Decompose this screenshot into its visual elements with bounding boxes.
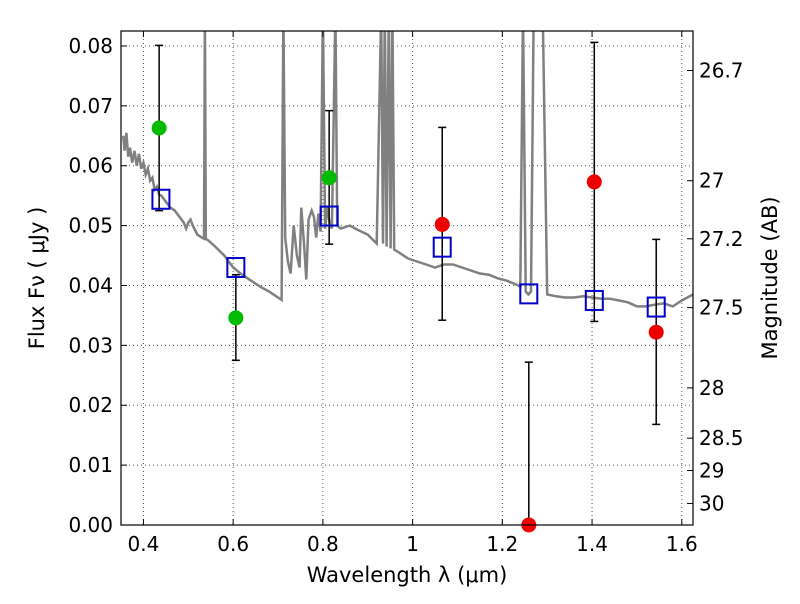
right-tick-label: 28.5	[699, 426, 744, 450]
model-band-square	[226, 257, 246, 279]
model-band-square	[319, 205, 339, 227]
right-tick-label: 26.7	[699, 59, 744, 83]
model-band-square	[432, 236, 452, 258]
observed-point	[648, 324, 664, 340]
y-tick-label: 0.07	[68, 94, 113, 118]
observed-point	[434, 216, 450, 232]
y-tick-label: 0.03	[68, 333, 113, 357]
y-axis-label: Flux Fν ( μJy )	[25, 207, 49, 350]
x-tick-label: 0.6	[217, 532, 249, 556]
x-tick-label: 1.4	[576, 532, 608, 556]
observed-point	[586, 174, 602, 190]
observed-point	[228, 310, 244, 326]
x-axis-label: Wavelength λ (μm)	[307, 563, 508, 587]
x-tick-label: 0.4	[128, 532, 160, 556]
right-axis-label: Magnitude (AB)	[758, 196, 782, 359]
model-band-square	[519, 283, 539, 305]
plot-points	[151, 41, 666, 533]
right-tick-label: 27.5	[699, 296, 744, 320]
model-band-square	[151, 188, 171, 210]
plot-data	[121, 31, 693, 308]
axis-ticks: 0.4 0.6 0.8 1 1.2 1.4 1.6 0.00 0.01 0.02 0.03 0.04 0…	[68, 31, 744, 556]
right-tick-label: 29	[699, 459, 724, 483]
x-tick-label: 1.2	[486, 532, 518, 556]
x-tick-label: 1	[406, 532, 419, 556]
model-band-square	[584, 289, 604, 311]
y-tick-label: 0.00	[68, 513, 113, 537]
observed-point	[151, 120, 167, 136]
observed-point	[321, 170, 337, 186]
x-tick-label: 0.8	[307, 532, 339, 556]
model-sed-line	[121, 31, 693, 308]
right-tick-label: 30	[699, 491, 724, 515]
y-tick-label: 0.04	[68, 273, 113, 297]
grid-lines	[121, 31, 693, 526]
right-tick-label: 28	[699, 376, 724, 400]
y-tick-label: 0.06	[68, 154, 113, 178]
y-tick-label: 0.05	[68, 214, 113, 238]
y-tick-label: 0.01	[68, 453, 113, 477]
right-tick-label: 27	[699, 169, 724, 193]
x-tick-label: 1.6	[666, 532, 698, 556]
y-tick-label: 0.08	[68, 34, 113, 58]
model-band-square	[646, 296, 666, 318]
y-tick-label: 0.02	[68, 393, 113, 417]
plot-frame	[120, 30, 694, 526]
right-tick-label: 27.2	[699, 227, 744, 251]
